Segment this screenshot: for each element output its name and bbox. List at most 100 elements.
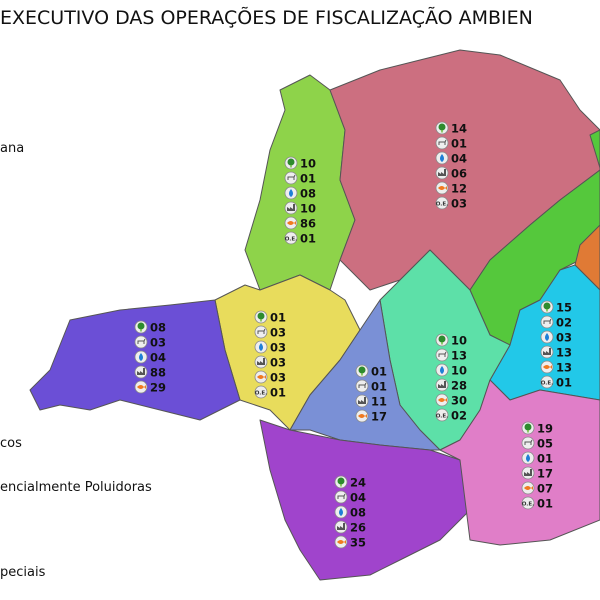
region: [259, 419, 471, 581]
icon-trunk: [290, 165, 292, 168]
stat-value: 03: [270, 371, 286, 385]
stat-value: 15: [556, 301, 572, 315]
legend-label: peciais: [0, 565, 46, 580]
stat-value: 01: [451, 137, 467, 151]
icon-badge: [334, 490, 348, 504]
icon-drop: [440, 154, 444, 162]
stat-value: 04: [451, 152, 467, 166]
icon-badge: [254, 325, 268, 339]
icon-trunk: [340, 484, 342, 487]
stat-value: 08: [150, 321, 166, 335]
stat-value: 01: [556, 376, 572, 390]
stat-value: 29: [150, 381, 166, 395]
icon-animal: [287, 174, 296, 180]
icon-fish: [358, 414, 367, 418]
stat-value: 04: [150, 351, 166, 365]
stat-value: 01: [300, 172, 316, 186]
icon-trunk: [361, 373, 363, 376]
stat-value: 24: [350, 476, 366, 490]
icon-tree: [257, 312, 265, 320]
stat-value: 02: [451, 409, 467, 423]
stat-value: 03: [556, 331, 572, 345]
icon-badge: [435, 408, 449, 422]
stat-value: 05: [537, 437, 553, 451]
icon-animal: [543, 318, 552, 324]
title: EXECUTIVO DAS OPERAÇÕES DE FISCALIZAÇÃO …: [0, 6, 533, 29]
icon-oe-label: O.E.: [436, 414, 449, 420]
icon-factory: [257, 358, 265, 365]
icon-badge: [540, 375, 554, 389]
stat-value: 17: [537, 467, 553, 481]
icon-fish: [438, 186, 447, 190]
stat-value: 01: [270, 311, 286, 325]
stat-value: 35: [350, 536, 366, 550]
icon-trunk: [260, 319, 262, 322]
icon-badge: [435, 196, 449, 210]
stat-value: 10: [300, 157, 316, 171]
stat-value: 12: [451, 182, 467, 196]
stat-value: 13: [556, 346, 572, 360]
stat-value: 01: [371, 380, 387, 394]
icon-factory: [358, 397, 366, 404]
stat-value: 03: [270, 356, 286, 370]
icon-trunk: [441, 130, 443, 133]
stat-value: 06: [451, 167, 467, 181]
stat-value: 28: [451, 379, 467, 393]
stat-value: 86: [300, 217, 316, 231]
icon-tree: [543, 302, 551, 310]
icon-fish: [524, 486, 533, 490]
icon-factory: [543, 348, 551, 355]
icon-animal: [257, 328, 266, 334]
stat-value: 07: [537, 482, 553, 496]
icon-fish: [137, 385, 146, 389]
icon-oe-label: O.E.: [255, 391, 268, 397]
icon-badge: [435, 136, 449, 150]
stat-value: 08: [350, 506, 366, 520]
icon-tree: [438, 123, 446, 131]
icon-badge: [284, 231, 298, 245]
icon-animal: [358, 382, 367, 388]
icon-drop: [545, 333, 549, 341]
icon-fish: [287, 221, 296, 225]
icon-animal: [438, 139, 447, 145]
icon-badge: [435, 348, 449, 362]
legend-label: encialmente Poluidoras: [0, 480, 152, 495]
icon-factory: [137, 368, 145, 375]
stat-value: 10: [300, 202, 316, 216]
icon-tree: [438, 335, 446, 343]
icon-drop: [289, 189, 293, 197]
stat-value: 11: [371, 395, 387, 409]
stat-value: 02: [556, 316, 572, 330]
regions: [29, 49, 600, 581]
icon-badge: [521, 436, 535, 450]
icon-badge: [521, 496, 535, 510]
icon-factory: [438, 381, 446, 388]
icon-animal: [524, 439, 533, 445]
icon-badge: [355, 379, 369, 393]
icon-trunk: [441, 342, 443, 345]
icon-tree: [358, 366, 366, 374]
icon-trunk: [527, 430, 529, 433]
icon-badge: [284, 171, 298, 185]
icon-drop: [440, 366, 444, 374]
icon-tree: [287, 158, 295, 166]
stat-value: 10: [451, 334, 467, 348]
region: [439, 379, 600, 546]
region: [29, 299, 241, 421]
icon-animal: [337, 493, 346, 499]
icon-drop: [259, 343, 263, 351]
icon-animal: [137, 338, 146, 344]
stat-value: 19: [537, 422, 553, 436]
icon-factory: [337, 523, 345, 530]
legend-label: cos: [0, 436, 22, 451]
icon-fish: [337, 540, 346, 544]
icon-drop: [526, 454, 530, 462]
icon-oe-label: O.E.: [285, 237, 298, 243]
stat-value: 01: [537, 452, 553, 466]
